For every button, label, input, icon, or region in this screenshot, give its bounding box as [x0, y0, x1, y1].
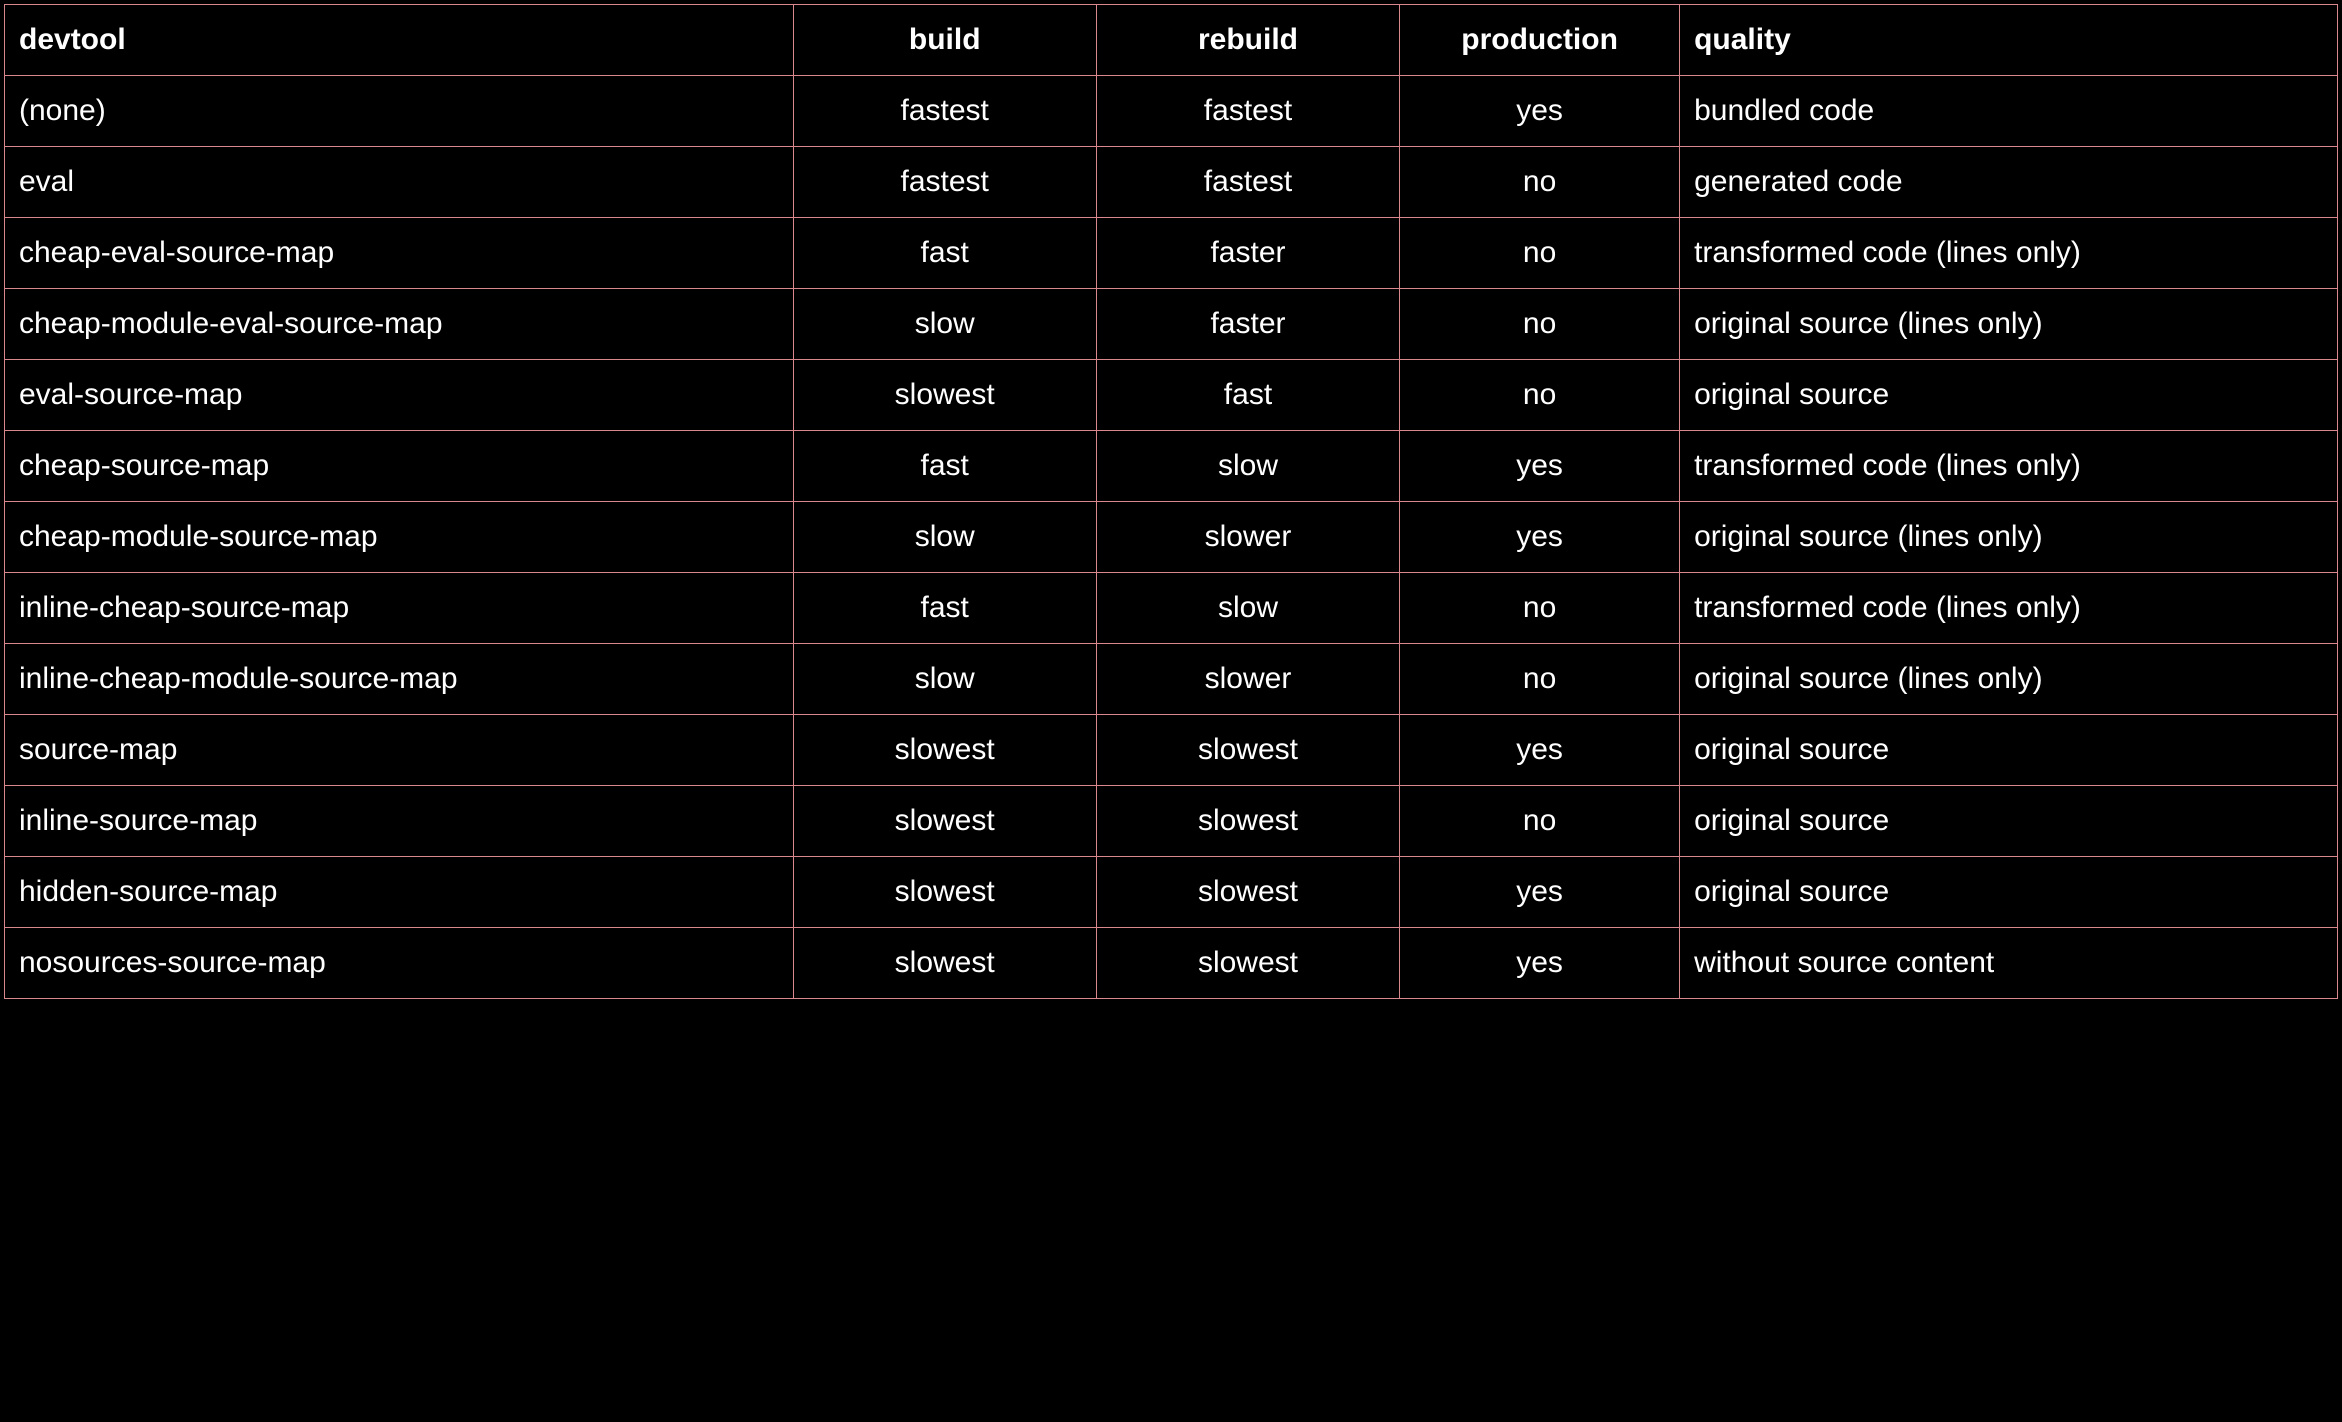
table-row: inline-cheap-module-source-map slow slow…	[5, 644, 2338, 715]
cell-devtool: cheap-module-source-map	[5, 502, 794, 573]
cell-production: yes	[1400, 857, 1680, 928]
cell-production: no	[1400, 573, 1680, 644]
cell-build: slowest	[793, 715, 1096, 786]
cell-quality: without source content	[1680, 928, 2338, 999]
cell-quality: original source (lines only)	[1680, 644, 2338, 715]
cell-rebuild: slow	[1096, 431, 1399, 502]
cell-production: yes	[1400, 431, 1680, 502]
cell-rebuild: slower	[1096, 502, 1399, 573]
cell-devtool: (none)	[5, 76, 794, 147]
table-row: eval fastest fastest no generated code	[5, 147, 2338, 218]
table-body: (none) fastest fastest yes bundled code …	[5, 76, 2338, 999]
cell-production: no	[1400, 147, 1680, 218]
cell-devtool: eval-source-map	[5, 360, 794, 431]
cell-production: no	[1400, 289, 1680, 360]
cell-production: yes	[1400, 928, 1680, 999]
header-build: build	[793, 5, 1096, 76]
cell-quality: transformed code (lines only)	[1680, 218, 2338, 289]
cell-production: no	[1400, 786, 1680, 857]
cell-build: slowest	[793, 857, 1096, 928]
cell-devtool: source-map	[5, 715, 794, 786]
cell-devtool: inline-source-map	[5, 786, 794, 857]
cell-build: fast	[793, 431, 1096, 502]
cell-build: slow	[793, 644, 1096, 715]
header-row: devtool build rebuild production quality	[5, 5, 2338, 76]
table-row: cheap-module-eval-source-map slow faster…	[5, 289, 2338, 360]
cell-build: slow	[793, 502, 1096, 573]
table-row: (none) fastest fastest yes bundled code	[5, 76, 2338, 147]
cell-production: yes	[1400, 715, 1680, 786]
header-devtool: devtool	[5, 5, 794, 76]
cell-rebuild: slowest	[1096, 786, 1399, 857]
cell-rebuild: faster	[1096, 289, 1399, 360]
cell-devtool: nosources-source-map	[5, 928, 794, 999]
cell-devtool: cheap-eval-source-map	[5, 218, 794, 289]
cell-quality: generated code	[1680, 147, 2338, 218]
table-row: cheap-module-source-map slow slower yes …	[5, 502, 2338, 573]
cell-rebuild: slowest	[1096, 928, 1399, 999]
cell-quality: transformed code (lines only)	[1680, 431, 2338, 502]
header-quality: quality	[1680, 5, 2338, 76]
cell-build: fastest	[793, 76, 1096, 147]
cell-production: yes	[1400, 76, 1680, 147]
cell-quality: original source	[1680, 786, 2338, 857]
cell-build: fast	[793, 218, 1096, 289]
cell-devtool: eval	[5, 147, 794, 218]
cell-production: yes	[1400, 502, 1680, 573]
devtool-comparison-table: devtool build rebuild production quality…	[4, 4, 2338, 999]
cell-rebuild: slowest	[1096, 857, 1399, 928]
table-row: nosources-source-map slowest slowest yes…	[5, 928, 2338, 999]
header-production: production	[1400, 5, 1680, 76]
cell-devtool: inline-cheap-source-map	[5, 573, 794, 644]
cell-devtool: cheap-source-map	[5, 431, 794, 502]
cell-production: no	[1400, 218, 1680, 289]
cell-rebuild: fastest	[1096, 76, 1399, 147]
cell-rebuild: faster	[1096, 218, 1399, 289]
cell-build: slow	[793, 289, 1096, 360]
cell-build: slowest	[793, 360, 1096, 431]
cell-production: no	[1400, 644, 1680, 715]
cell-build: fast	[793, 573, 1096, 644]
cell-rebuild: slowest	[1096, 715, 1399, 786]
table-row: hidden-source-map slowest slowest yes or…	[5, 857, 2338, 928]
cell-production: no	[1400, 360, 1680, 431]
table-row: cheap-source-map fast slow yes transform…	[5, 431, 2338, 502]
table-row: inline-cheap-source-map fast slow no tra…	[5, 573, 2338, 644]
cell-quality: transformed code (lines only)	[1680, 573, 2338, 644]
cell-rebuild: slow	[1096, 573, 1399, 644]
cell-devtool: inline-cheap-module-source-map	[5, 644, 794, 715]
cell-build: slowest	[793, 786, 1096, 857]
cell-build: fastest	[793, 147, 1096, 218]
cell-quality: original source (lines only)	[1680, 289, 2338, 360]
cell-devtool: cheap-module-eval-source-map	[5, 289, 794, 360]
cell-devtool: hidden-source-map	[5, 857, 794, 928]
cell-rebuild: fast	[1096, 360, 1399, 431]
cell-build: slowest	[793, 928, 1096, 999]
cell-quality: original source	[1680, 360, 2338, 431]
table-row: inline-source-map slowest slowest no ori…	[5, 786, 2338, 857]
table-header: devtool build rebuild production quality	[5, 5, 2338, 76]
cell-quality: original source	[1680, 857, 2338, 928]
table-row: cheap-eval-source-map fast faster no tra…	[5, 218, 2338, 289]
cell-quality: original source (lines only)	[1680, 502, 2338, 573]
header-rebuild: rebuild	[1096, 5, 1399, 76]
cell-quality: bundled code	[1680, 76, 2338, 147]
cell-quality: original source	[1680, 715, 2338, 786]
table-row: source-map slowest slowest yes original …	[5, 715, 2338, 786]
table-row: eval-source-map slowest fast no original…	[5, 360, 2338, 431]
cell-rebuild: slower	[1096, 644, 1399, 715]
cell-rebuild: fastest	[1096, 147, 1399, 218]
